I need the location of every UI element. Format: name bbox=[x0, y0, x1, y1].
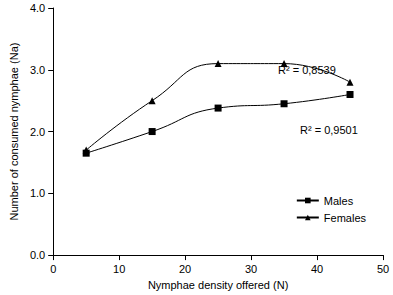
svg-text:2.0: 2.0 bbox=[30, 126, 45, 138]
svg-text:50: 50 bbox=[377, 263, 389, 275]
svg-text:3.0: 3.0 bbox=[30, 64, 45, 76]
svg-text:1.0: 1.0 bbox=[30, 187, 45, 199]
svg-text:Males: Males bbox=[324, 195, 354, 207]
svg-text:Females: Females bbox=[324, 212, 367, 224]
svg-text:Number of consumed nymphae (Na: Number of consumed nymphae (Na) bbox=[8, 43, 20, 221]
svg-text:Nymphae density offered (N): Nymphae density offered (N) bbox=[148, 279, 288, 291]
svg-text:4.0: 4.0 bbox=[30, 2, 45, 14]
svg-text:20: 20 bbox=[179, 263, 191, 275]
svg-text:30: 30 bbox=[245, 263, 257, 275]
svg-text:R² = 0,8539: R² = 0,8539 bbox=[278, 64, 336, 76]
svg-text:R² = 0,9501: R² = 0,9501 bbox=[300, 124, 358, 136]
svg-text:0.0: 0.0 bbox=[30, 249, 45, 261]
svg-text:40: 40 bbox=[311, 263, 323, 275]
svg-text:0: 0 bbox=[50, 263, 56, 275]
svg-text:10: 10 bbox=[113, 263, 125, 275]
